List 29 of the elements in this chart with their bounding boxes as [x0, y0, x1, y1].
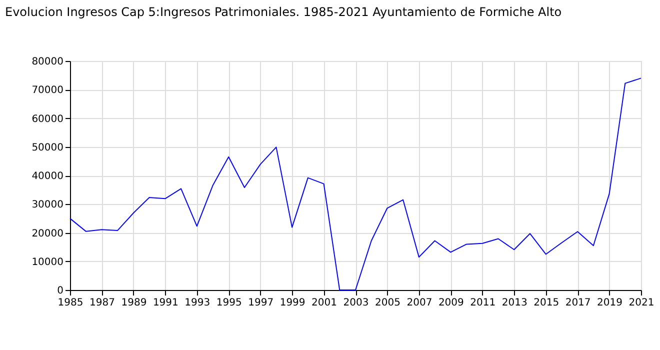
y-tick-label: 30000 — [32, 200, 64, 211]
y-tick-label: 0 — [57, 286, 64, 296]
y-tick-label: 80000 — [32, 56, 64, 68]
x-tick-label: 2005 — [374, 298, 400, 308]
y-tick-label: 20000 — [32, 228, 64, 240]
x-tick-label: 1999 — [280, 298, 306, 308]
x-tick-label: 2003 — [343, 298, 369, 308]
y-tick-label: 60000 — [32, 114, 64, 125]
x-tick-label: 2009 — [438, 298, 464, 308]
x-tick-label: 1991 — [152, 298, 178, 308]
x-tick-label: 2001 — [312, 298, 338, 308]
x-tick-label: 1985 — [58, 298, 84, 308]
chart-title: Evolucion Ingresos Cap 5:Ingresos Patrimoniales. 1985-2021 Ayuntamiento de Formiche Alto — [5, 5, 562, 19]
x-tick-label: 2021 — [628, 298, 654, 308]
x-tick-label: 2011 — [470, 298, 496, 308]
x-tick-label: 2007 — [406, 298, 432, 308]
y-tick-label: 70000 — [32, 85, 64, 96]
x-tick-label: 2015 — [534, 298, 560, 308]
y-tick-label: 40000 — [32, 171, 64, 182]
x-tick-label: 2019 — [597, 298, 623, 308]
x-tick-label: 1989 — [121, 298, 147, 308]
x-tick-label: 1995 — [216, 298, 242, 308]
x-tick-label: 2013 — [502, 298, 528, 308]
x-tick-label: 2017 — [565, 298, 591, 308]
y-tick-label: 50000 — [32, 142, 64, 154]
x-tick-label: 1987 — [89, 298, 115, 308]
y-tick-label: 10000 — [32, 256, 64, 268]
x-tick-label: 1997 — [248, 298, 274, 308]
x-tick-label: 1993 — [184, 298, 210, 308]
